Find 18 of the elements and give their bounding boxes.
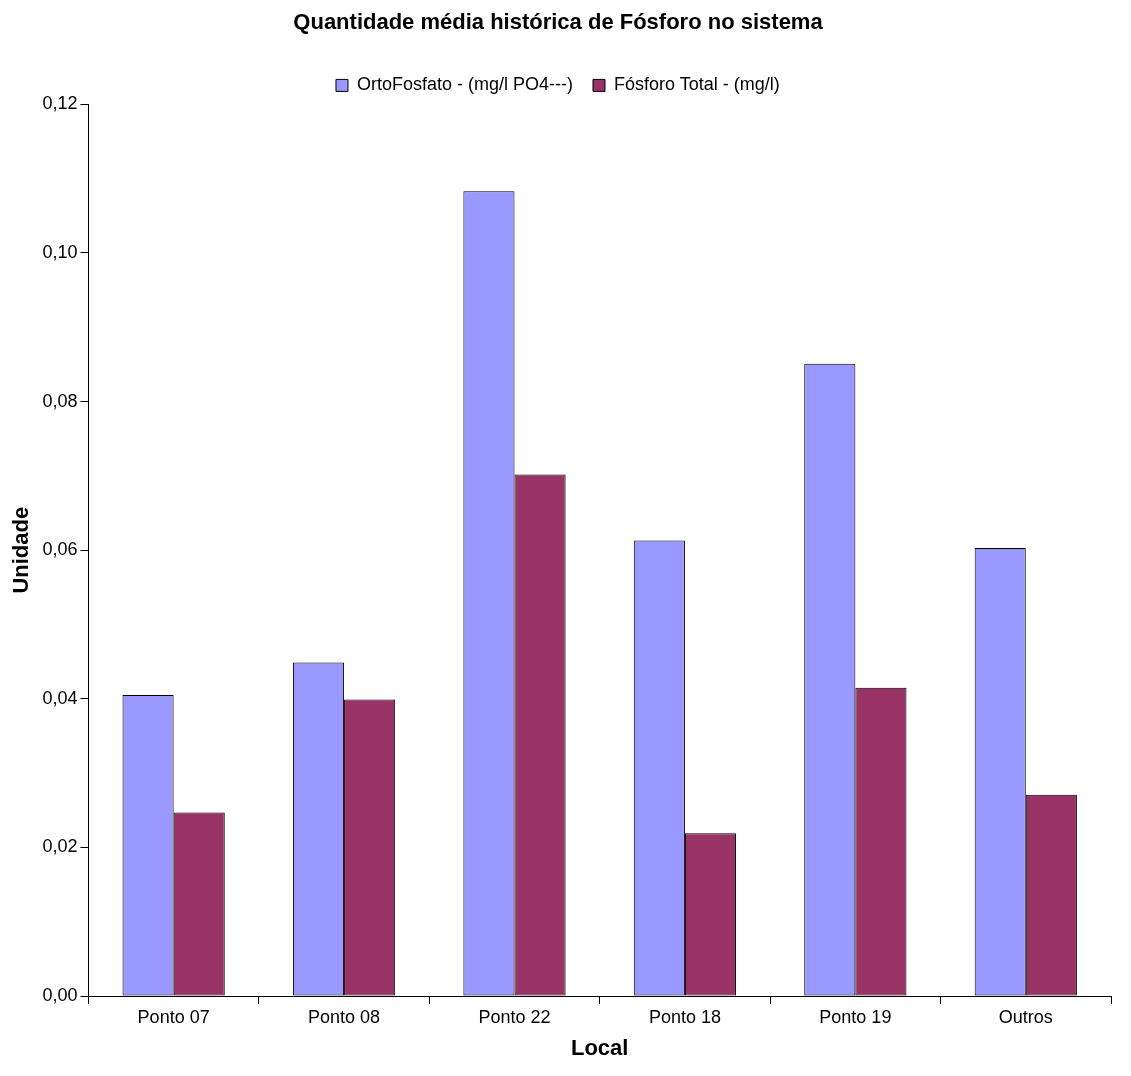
x-axis-title: Local bbox=[570, 1034, 629, 1060]
y-tick-label: 0,04 bbox=[42, 687, 78, 708]
y-tick-label: 0,00 bbox=[42, 984, 78, 1005]
y-tick-label: 0,02 bbox=[42, 836, 78, 857]
y-tick-label: 0,10 bbox=[42, 241, 78, 262]
y-axis-title: Unidade bbox=[8, 506, 34, 594]
y-tick-label: 0,12 bbox=[42, 93, 78, 114]
x-tick-label: Ponto 18 bbox=[648, 1006, 721, 1027]
x-tick-label: Ponto 19 bbox=[819, 1006, 892, 1027]
legend-label: Fósforo Total - (mg/l) bbox=[614, 74, 780, 95]
legend-label: OrtoFosfato - (mg/l PO4---) bbox=[356, 74, 573, 95]
x-tick-label: Ponto 07 bbox=[137, 1006, 210, 1027]
x-tick-label: Ponto 08 bbox=[308, 1006, 381, 1027]
chart-title: Quantidade média histórica de Fósforo no sistema bbox=[293, 9, 824, 35]
x-tick-label: Outros bbox=[998, 1006, 1053, 1027]
x-tick-label: Ponto 22 bbox=[478, 1006, 551, 1027]
y-tick-label: 0,06 bbox=[42, 539, 78, 560]
y-tick-label: 0,08 bbox=[42, 390, 78, 411]
